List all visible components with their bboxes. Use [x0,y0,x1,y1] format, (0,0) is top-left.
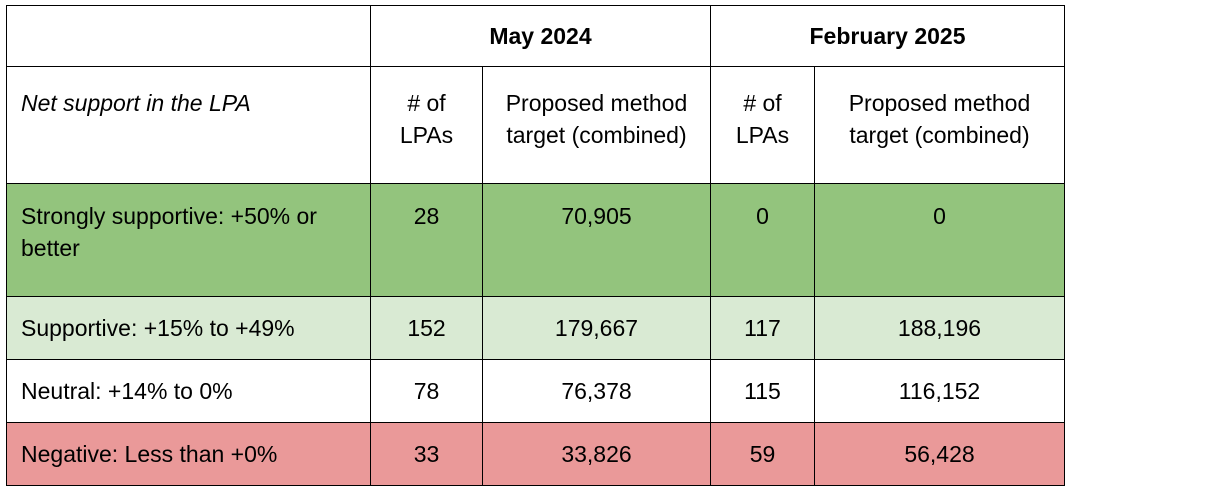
feb-target: 116,152 [814,359,1065,423]
feb-target: 188,196 [814,296,1065,360]
column-header-row: Net support in the LPA # of LPAs Propose… [6,66,1065,184]
table-row: Strongly supportive: +50% or better 28 7… [6,183,1065,297]
may-target: 76,378 [482,359,711,423]
feb-target: 0 [814,183,1065,297]
lpa-support-table: May 2024 February 2025 Net support in th… [6,5,1065,486]
period-header-row: May 2024 February 2025 [6,5,1065,67]
table-row: Neutral: +14% to 0% 78 76,378 115 116,15… [6,359,1065,423]
period-header-may-2024: May 2024 [370,5,711,67]
row-label: Supportive: +15% to +49% [6,296,371,360]
row-label: Negative: Less than +0% [6,422,371,486]
row-label: Neutral: +14% to 0% [6,359,371,423]
may-lpa-count: 78 [370,359,483,423]
row-label: Strongly supportive: +50% or better [6,183,371,297]
may-lpa-count: 152 [370,296,483,360]
period-header-feb-2025: February 2025 [710,5,1065,67]
may-target: 70,905 [482,183,711,297]
feb-lpa-count: 117 [710,296,815,360]
target-header-feb: Proposed method target (combined) [814,66,1065,184]
table-row: Negative: Less than +0% 33 33,826 59 56,… [6,422,1065,486]
empty-corner-cell [6,5,371,67]
feb-lpa-count: 59 [710,422,815,486]
feb-lpa-count: 0 [710,183,815,297]
may-lpa-count: 33 [370,422,483,486]
lpa-count-header-may: # of LPAs [370,66,483,184]
target-header-may: Proposed method target (combined) [482,66,711,184]
lpa-count-header-feb: # of LPAs [710,66,815,184]
may-target: 33,826 [482,422,711,486]
feb-lpa-count: 115 [710,359,815,423]
may-lpa-count: 28 [370,183,483,297]
feb-target: 56,428 [814,422,1065,486]
net-support-header: Net support in the LPA [6,66,371,184]
table-row: Supportive: +15% to +49% 152 179,667 117… [6,296,1065,360]
may-target: 179,667 [482,296,711,360]
